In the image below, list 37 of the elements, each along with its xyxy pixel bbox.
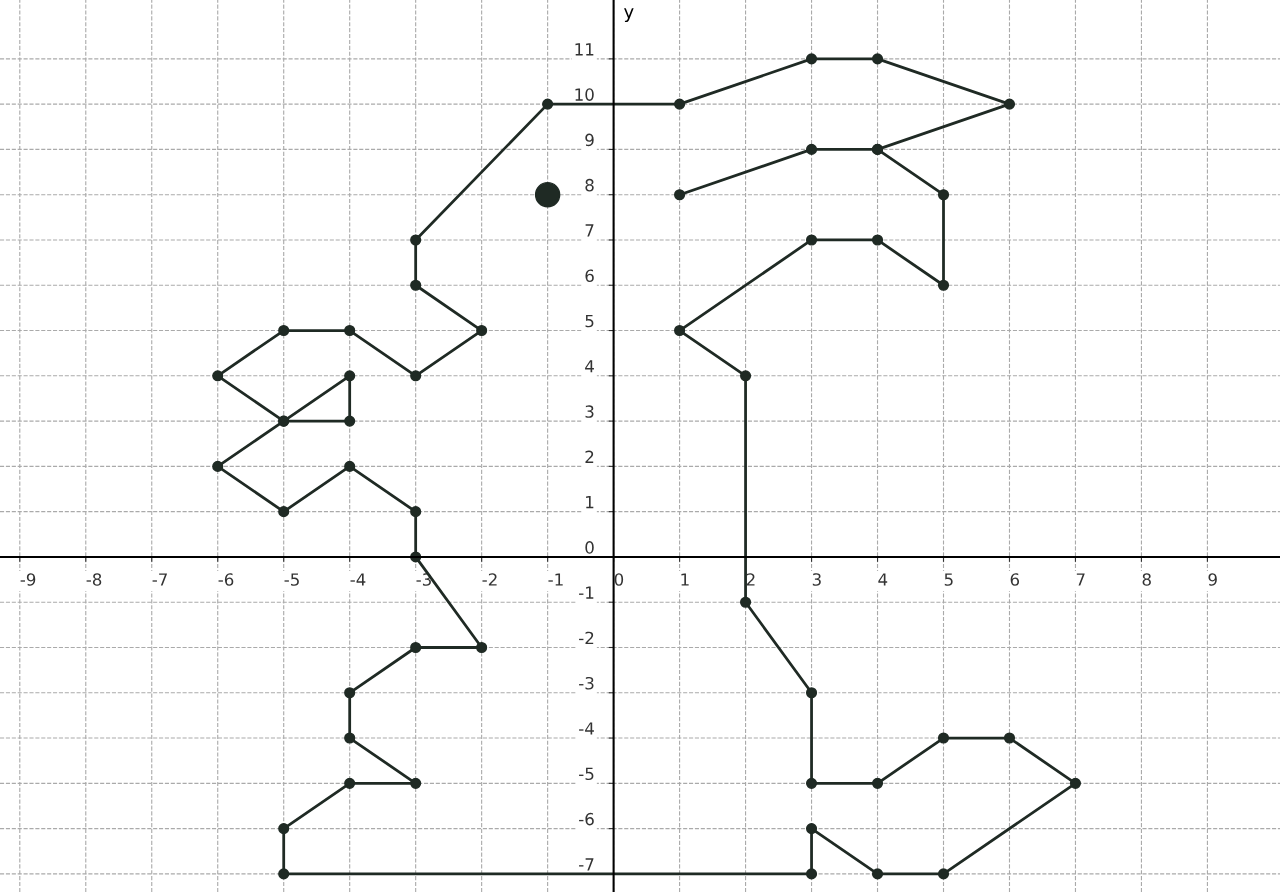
y-tick-label: 10 xyxy=(575,88,594,101)
y-tick-label: -2 xyxy=(579,631,594,645)
x-tick-label: -2 xyxy=(482,573,497,586)
x-tick-label: 4 xyxy=(878,573,888,586)
x-tick-label: 1 xyxy=(681,573,689,586)
y-tick-label: 3 xyxy=(585,405,594,418)
x-tick-label: 6 xyxy=(1010,573,1020,586)
x-tick-label: 8 xyxy=(1142,573,1151,586)
y-tick-label: 9 xyxy=(585,133,594,147)
y-tick-label: -3 xyxy=(579,676,594,690)
x-tick-label: 5 xyxy=(944,573,953,586)
x-tick-label: -4 xyxy=(350,573,366,586)
y-tick-label: -4 xyxy=(579,722,594,735)
x-tick-label: -7 xyxy=(152,573,167,586)
y-tick-label: 7 xyxy=(585,224,594,237)
x-tick-label: -6 xyxy=(218,573,234,586)
y-tick-label: 5 xyxy=(585,314,594,328)
y-tick-label: -7 xyxy=(579,858,594,871)
x-tick-label: 9 xyxy=(1208,573,1217,586)
y-tick-label: -6 xyxy=(579,812,594,826)
y-tick-label: 0 xyxy=(585,541,594,554)
x-tick-label: -8 xyxy=(86,573,102,586)
y-tick-label: 4 xyxy=(585,360,594,373)
y-tick-label: 2 xyxy=(585,450,594,463)
x-tick-label: -1 xyxy=(548,573,563,586)
x-tick-label: -5 xyxy=(284,573,299,586)
y-tick-label: 1 xyxy=(586,496,594,509)
y-tick-label: 11 xyxy=(575,43,594,56)
y-tick-label: 8 xyxy=(585,178,594,192)
y-axis-title: y xyxy=(624,8,634,22)
x-tick-label: 7 xyxy=(1076,573,1085,586)
x-tick-label: 3 xyxy=(812,573,821,586)
y-tick-label: -5 xyxy=(579,767,594,781)
y-tick-label: -1 xyxy=(579,586,594,599)
y-tick-label: 6 xyxy=(585,269,594,283)
x-tick-label: -9 xyxy=(20,573,36,586)
x-tick-label: 2 xyxy=(746,573,755,586)
